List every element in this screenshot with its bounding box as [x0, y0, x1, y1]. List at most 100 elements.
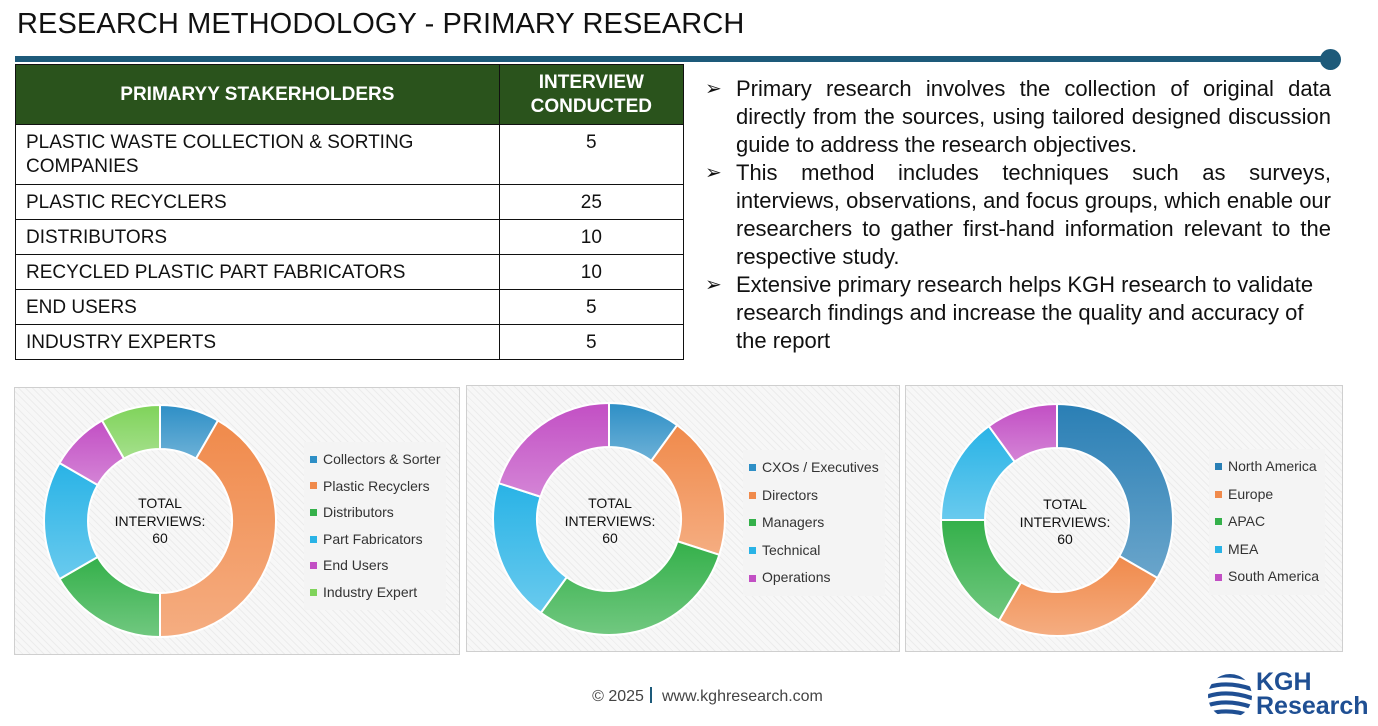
chart-panel-stakeholders: TOTAL INTERVIEWS: 60 Collectors & Sorter… — [14, 387, 460, 655]
center-label-line: INTERVIEWS: — [114, 512, 206, 529]
legend-item: Europe — [1215, 481, 1319, 509]
donut-slice-europe — [997, 554, 1159, 637]
legend-label: Managers — [762, 514, 825, 531]
footer: © 2025 www.kghresearch.com — [0, 687, 1378, 706]
legend-label: North America — [1228, 458, 1317, 474]
center-label-line: 60 — [1057, 531, 1073, 547]
legend-item: APAC — [1215, 508, 1319, 536]
legend-label: Operations — [762, 569, 831, 586]
chart-legend: North America Europe APAC MEA South Amer… — [1209, 449, 1326, 595]
arrow-bullet-icon: ➢ — [705, 78, 722, 100]
table-header-stakeholders: PRIMARYY STAKERHOLDERS — [15, 64, 500, 125]
table-cell-stakeholder: PLASTIC RECYCLERS — [15, 184, 500, 220]
title-rule — [15, 56, 1331, 62]
legend-item: Directors — [749, 482, 879, 510]
table-row: INDUSTRY EXPERTS 5 — [15, 324, 685, 360]
donut-slice-industry-expert — [100, 403, 161, 461]
legend-swatch — [1215, 490, 1222, 498]
legend-item: CXOs / Executives — [749, 454, 879, 482]
legend-swatch — [1215, 518, 1222, 526]
legend-item: Collectors & Sorter — [310, 446, 440, 473]
donut-slice-north-america — [1056, 402, 1174, 580]
arrow-bullet-icon: ➢ — [705, 274, 722, 296]
table-cell-stakeholder: PLASTIC WASTE COLLECTION & SORTING COMPA… — [15, 124, 500, 185]
donut-slice-managers — [539, 539, 721, 636]
legend-swatch — [310, 482, 317, 490]
legend-item: South America — [1215, 563, 1319, 591]
table-cell-stakeholder: INDUSTRY EXPERTS — [15, 324, 500, 360]
table-cell-interviews: 5 — [498, 289, 685, 325]
logo-text-research: Research — [1256, 692, 1369, 720]
bullet-item: ➢ Primary research involves the collecti… — [705, 75, 1331, 159]
table-cell-stakeholder: END USERS — [15, 289, 500, 325]
legend-swatch — [310, 588, 317, 596]
footer-copyright: © 2025 — [592, 688, 644, 705]
legend-item: Distributors — [310, 499, 440, 526]
page-title: RESEARCH METHODOLOGY - PRIMARY RESEARCH — [17, 8, 745, 40]
table-row: RECYCLED PLASTIC PART FABRICATORS 10 — [15, 254, 685, 290]
chart-legend: Collectors & Sorter Plastic Recyclers Di… — [304, 442, 447, 610]
legend-swatch — [749, 574, 756, 582]
legend-item: Plastic Recyclers — [310, 473, 440, 500]
table-header-interviews: INTERVIEW CONDUCTED — [498, 64, 685, 125]
kgh-logo: KGH Research — [1207, 670, 1372, 722]
chart-legend: CXOs / Executives Directors Managers Tec… — [743, 450, 885, 596]
table-row: PLASTIC WASTE COLLECTION & SORTING COMPA… — [15, 124, 685, 185]
bullet-item: ➢ This method includes techniques such a… — [705, 159, 1331, 271]
stakeholder-table: PRIMARYY STAKERHOLDERS INTERVIEW CONDUCT… — [15, 64, 685, 360]
globe-logo-icon — [1208, 674, 1252, 718]
table-row: PLASTIC RECYCLERS 25 — [15, 184, 685, 220]
donut-slice-plastic-recyclers — [159, 419, 277, 639]
donut-chart-designations — [492, 401, 726, 636]
footer-divider — [649, 687, 652, 703]
table-row: DISTRIBUTORS 10 — [15, 219, 685, 255]
arrow-bullet-icon: ➢ — [705, 162, 722, 184]
legend-swatch — [1215, 546, 1222, 554]
donut-center-label: TOTAL INTERVIEWS: 60 — [995, 496, 1135, 549]
legend-swatch — [1215, 573, 1222, 581]
legend-item: Part Fabricators — [310, 526, 440, 553]
legend-swatch — [1215, 463, 1222, 471]
donut-slice-south-america — [987, 402, 1058, 464]
legend-swatch — [749, 547, 756, 555]
center-label-line: INTERVIEWS: — [1019, 513, 1111, 530]
center-label-line: 60 — [602, 530, 618, 546]
legend-swatch — [310, 508, 317, 516]
legend-item: North America — [1215, 453, 1319, 481]
center-label-line: TOTAL — [138, 495, 182, 511]
legend-swatch — [310, 562, 317, 570]
legend-swatch — [749, 491, 756, 499]
table-cell-interviews: 25 — [498, 184, 685, 220]
legend-label: APAC — [1228, 513, 1266, 530]
table-cell-interviews: 10 — [498, 254, 685, 290]
legend-label: South America — [1228, 568, 1320, 585]
table-cell-interviews: 5 — [498, 124, 685, 185]
legend-label: Plastic Recyclers — [323, 477, 430, 494]
center-label-line: TOTAL — [1043, 496, 1087, 512]
legend-item: Managers — [749, 509, 879, 537]
table-cell-interviews: 5 — [498, 324, 685, 360]
legend-swatch — [749, 519, 756, 527]
center-label-line: TOTAL — [588, 495, 632, 511]
title-rule-dot — [1320, 49, 1341, 70]
center-label-line: INTERVIEWS: — [564, 512, 656, 529]
legend-item: Technical — [749, 537, 879, 565]
legend-label: Technical — [762, 541, 821, 558]
footer-url[interactable]: www.kghresearch.com — [661, 688, 823, 705]
legend-label: End Users — [323, 557, 389, 574]
table-cell-stakeholder: DISTRIBUTORS — [15, 219, 500, 255]
legend-label: CXOs / Executives — [762, 459, 879, 475]
legend-swatch — [749, 464, 756, 472]
legend-label: Part Fabricators — [323, 530, 423, 547]
table-row: END USERS 5 — [15, 289, 685, 325]
donut-chart-stakeholders — [43, 403, 277, 639]
logo-text-kgh: KGH — [1256, 668, 1312, 696]
bullet-list: ➢ Primary research involves the collecti… — [705, 75, 1331, 355]
legend-item: MEA — [1215, 536, 1319, 564]
donut-center-label: TOTAL INTERVIEWS: 60 — [540, 495, 680, 548]
donut-chart-regions — [939, 402, 1174, 637]
chart-panel-regions: TOTAL INTERVIEWS: 60 North America Europ… — [905, 385, 1343, 652]
bullet-text: Primary research involves the collection… — [736, 76, 1331, 157]
legend-label: Industry Expert — [323, 583, 418, 600]
center-label-line: 60 — [152, 530, 168, 546]
